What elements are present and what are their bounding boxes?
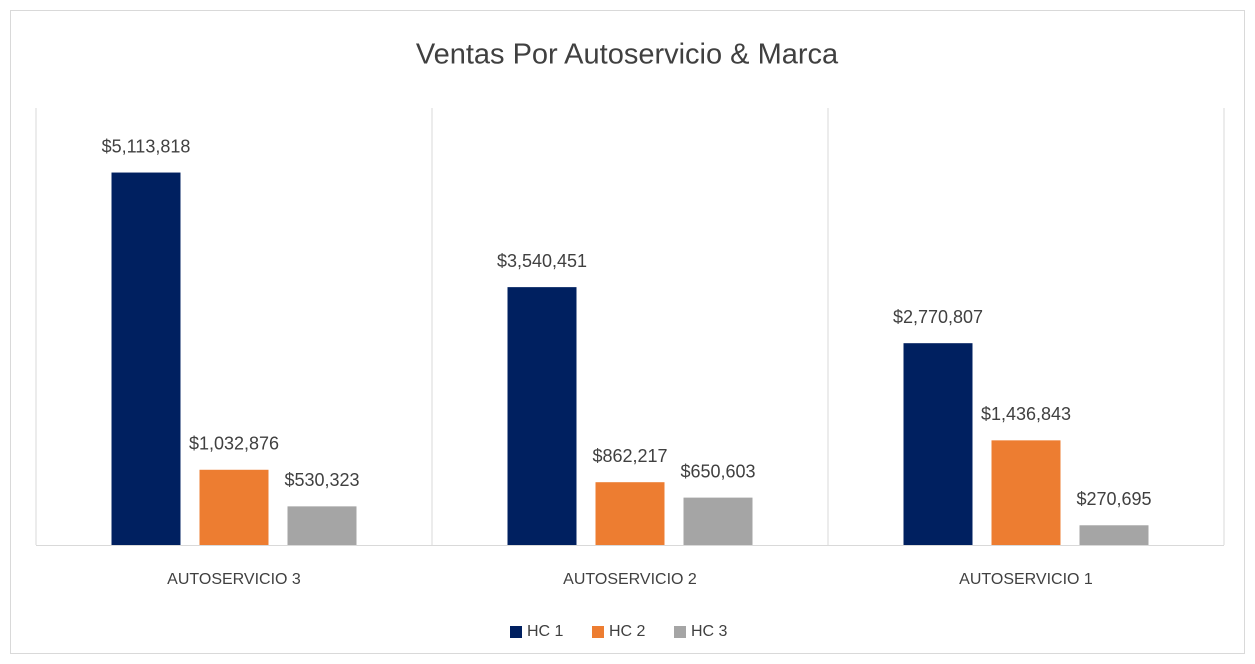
x-tick-label: AUTOSERVICIO 1 [959,571,1093,588]
data-label: $2,770,807 [893,307,983,327]
legend-label: HC 3 [691,623,728,640]
legend-swatch [510,626,522,638]
legend-label: HC 2 [609,623,646,640]
x-tick-label: AUTOSERVICIO 2 [563,571,697,588]
bar [1079,525,1149,545]
bar [287,506,357,545]
data-label: $530,323 [284,470,359,490]
data-label: $5,113,818 [102,136,191,156]
legend-label: HC 1 [527,623,564,640]
data-label: $1,436,843 [981,404,1071,424]
bar [595,482,665,545]
bar [199,469,269,545]
data-label: $1,032,876 [189,434,279,454]
data-label: $270,695 [1076,489,1151,509]
bar [507,287,577,545]
data-label: $650,603 [680,461,755,481]
chart-title: Ventas Por Autoservicio & Marca [416,39,839,71]
bar [111,172,181,546]
bar [903,343,973,545]
bar [683,497,753,545]
x-tick-label: AUTOSERVICIO 3 [167,571,301,588]
legend-swatch [592,626,604,638]
bar [991,440,1061,545]
data-label: $3,540,451 [497,251,587,271]
data-label: $862,217 [592,446,667,466]
legend-swatch [674,626,686,638]
chart-border [10,10,1245,654]
